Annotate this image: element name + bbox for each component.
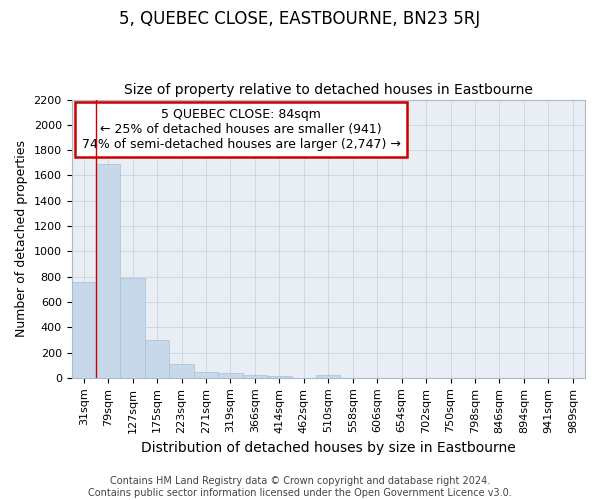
- X-axis label: Distribution of detached houses by size in Eastbourne: Distribution of detached houses by size …: [141, 441, 515, 455]
- Y-axis label: Number of detached properties: Number of detached properties: [15, 140, 28, 337]
- Bar: [71, 282, 96, 378]
- Text: 5, QUEBEC CLOSE, EASTBOURNE, BN23 5RJ: 5, QUEBEC CLOSE, EASTBOURNE, BN23 5RJ: [119, 10, 481, 28]
- Text: 5 QUEBEC CLOSE: 84sqm
← 25% of detached houses are smaller (941)
74% of semi-det: 5 QUEBEC CLOSE: 84sqm ← 25% of detached …: [82, 108, 400, 151]
- Bar: [121, 278, 145, 378]
- Bar: [169, 364, 194, 378]
- Bar: [242, 374, 267, 378]
- Title: Size of property relative to detached houses in Eastbourne: Size of property relative to detached ho…: [124, 83, 533, 97]
- Text: Contains HM Land Registry data © Crown copyright and database right 2024.
Contai: Contains HM Land Registry data © Crown c…: [88, 476, 512, 498]
- Bar: [145, 340, 169, 378]
- Bar: [194, 372, 218, 378]
- Bar: [316, 375, 340, 378]
- Bar: [267, 376, 292, 378]
- Bar: [96, 164, 121, 378]
- Bar: [218, 374, 242, 378]
